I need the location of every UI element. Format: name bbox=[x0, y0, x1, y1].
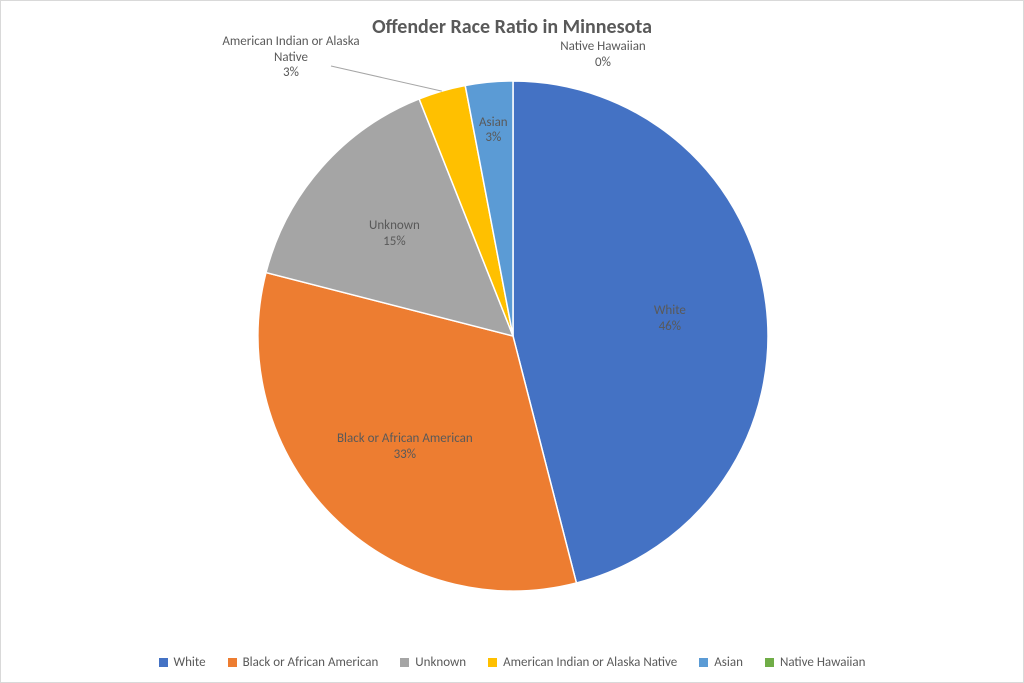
slice-label-external: American Indian or AlaskaNative3% bbox=[151, 34, 431, 81]
slice-label-external: Native Hawaiian0% bbox=[523, 39, 683, 70]
slice-label: White46% bbox=[550, 303, 790, 334]
legend-swatch bbox=[159, 658, 168, 667]
slice-label: Black or African American33% bbox=[285, 431, 525, 462]
legend: White Black or African American Unknown Ame… bbox=[1, 655, 1023, 670]
legend-swatch bbox=[765, 658, 774, 667]
legend-label: Native Hawaiian bbox=[780, 655, 866, 670]
legend-item: White bbox=[159, 655, 206, 670]
legend-label: American Indian or Alaska Native bbox=[503, 655, 677, 670]
pie-chart-container: Offender Race Ratio in Minnesota White46… bbox=[0, 0, 1024, 683]
pie-plot-area bbox=[1, 1, 1023, 641]
legend-label: White bbox=[174, 655, 206, 670]
pie-svg bbox=[1, 1, 1024, 641]
legend-label: Unknown bbox=[415, 655, 466, 670]
legend-item: Black or African American bbox=[228, 655, 379, 670]
legend-swatch bbox=[488, 658, 497, 667]
legend-label: Asian bbox=[714, 655, 743, 670]
legend-swatch bbox=[228, 658, 237, 667]
legend-swatch bbox=[699, 658, 708, 667]
legend-item: American Indian or Alaska Native bbox=[488, 655, 677, 670]
slice-label: Asian3% bbox=[443, 115, 543, 146]
legend-item: Unknown bbox=[400, 655, 466, 670]
legend-item: Asian bbox=[699, 655, 743, 670]
legend-label: Black or African American bbox=[243, 655, 379, 670]
slice-label: Unknown15% bbox=[274, 218, 514, 249]
legend-swatch bbox=[400, 658, 409, 667]
legend-item: Native Hawaiian bbox=[765, 655, 866, 670]
